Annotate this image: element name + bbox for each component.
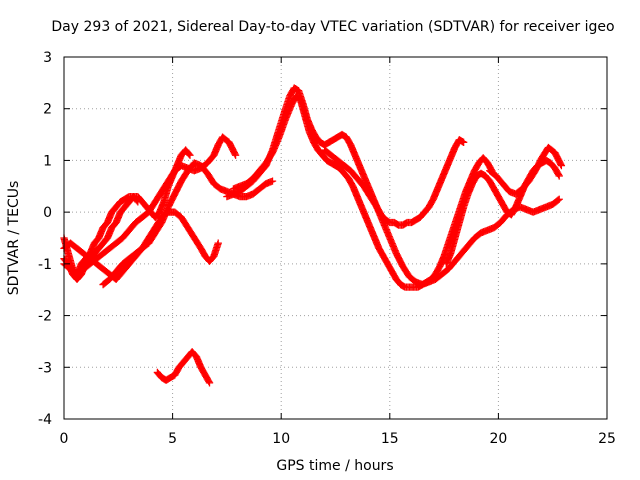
y-tick-label: -1: [38, 257, 52, 273]
data-marks: [60, 84, 566, 387]
data-marker: [185, 150, 193, 158]
x-tick-label: 25: [598, 431, 616, 447]
y-tick-label: 0: [43, 205, 52, 221]
plot-frame: [63, 56, 608, 420]
y-tick-label: -2: [38, 309, 52, 325]
data-point: [459, 138, 468, 146]
x-axis-label: GPS time / hours: [276, 458, 393, 474]
data-point: [555, 172, 563, 180]
y-tick-label: 2: [43, 102, 52, 118]
axis-ticks: 0 5 10 15 20 25 -4 -3 -2 -1 0 1 2 3: [38, 50, 616, 447]
data-marker: [554, 171, 563, 179]
x-tick-label: 10: [272, 431, 290, 447]
x-tick-label: 5: [168, 431, 177, 447]
y-axis-label: SDTVAR / TECUs: [6, 181, 22, 296]
x-tick-label: 0: [60, 431, 69, 447]
data-point: [555, 195, 563, 203]
data-point: [231, 151, 240, 159]
data-marker: [557, 160, 565, 168]
data-point: [268, 177, 277, 185]
data-marker: [205, 377, 213, 386]
data-point: [557, 161, 566, 170]
chart-title: Day 293 of 2021, Sidereal Day-to-day VTE…: [51, 19, 614, 35]
y-tick-label: -4: [38, 412, 52, 428]
x-tick-label: 15: [381, 431, 399, 447]
series-arc-11: [486, 143, 566, 198]
data-point: [186, 151, 194, 159]
y-tick-label: -3: [38, 360, 52, 376]
data-marker: [554, 196, 562, 204]
data-marker: [231, 150, 239, 158]
series-arc-7: [223, 84, 468, 229]
series-arc-5: [99, 159, 277, 289]
data-point: [205, 379, 214, 387]
x-tick-label: 20: [489, 431, 507, 447]
data-point: [214, 239, 222, 247]
y-tick-label: 3: [43, 50, 52, 66]
y-tick-label: 1: [43, 153, 52, 169]
series-arc-6: [153, 348, 214, 387]
